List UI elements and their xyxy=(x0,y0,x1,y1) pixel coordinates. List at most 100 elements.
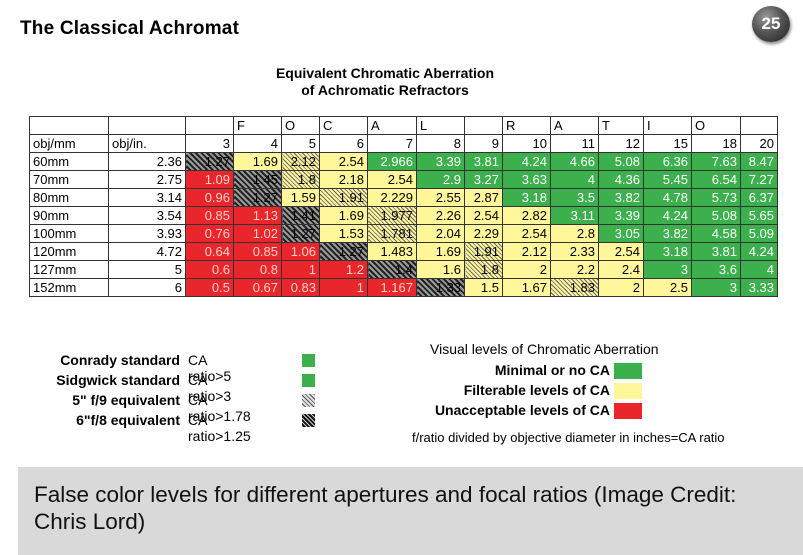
ca-ratio-cell: 3.05 xyxy=(598,224,644,243)
ca-ratio-cell: 1.781 xyxy=(367,224,417,243)
ca-ratio-cell: 2.8 xyxy=(550,224,599,243)
ca-ratio-cell: 2.4 xyxy=(598,260,644,279)
ca-ratio-cell: 2 xyxy=(598,278,644,297)
objective-mm: 152mm xyxy=(29,278,109,297)
table-row: 152mm 6 0.5 0.67 0.83 1 1.167 1.33 1.5 1.67 1.83 2 2… xyxy=(29,278,778,297)
ca-ratio-cell: 1.977 xyxy=(367,206,417,225)
ratio-letter-cell: L xyxy=(416,116,465,135)
ca-ratio-cell: 5.45 xyxy=(643,170,692,189)
column-header: 5 xyxy=(281,134,320,153)
ratio-letter-cell: A xyxy=(367,116,417,135)
table-row: 100mm 3.93 0.76 1.02 1.27 1.53 1.781 2.04 2.29 2.… xyxy=(29,224,778,243)
ca-ratio-cell: 3.18 xyxy=(502,188,551,207)
ca-ratio-cell: 2.87 xyxy=(464,188,503,207)
ca-ratio-cell: 1.483 xyxy=(367,242,417,261)
ca-ratio-cell: 6.37 xyxy=(740,188,778,207)
ca-ratio-cell: 1.69 xyxy=(319,206,368,225)
ca-ratio-cell: 2.966 xyxy=(367,152,417,171)
ca-ratio-cell: 1.09 xyxy=(185,170,234,189)
objective-in: 5 xyxy=(108,260,186,279)
ca-ratio-cell: 1.8 xyxy=(281,170,320,189)
level-swatch xyxy=(614,383,642,399)
chapter-title: The Classical Achromat xyxy=(20,18,240,39)
ca-ratio-cell: 3.6 xyxy=(691,260,741,279)
ca-ratio-cell: 3.33 xyxy=(740,278,778,297)
objective-mm: 100mm xyxy=(29,224,109,243)
standard-ratio: CA ratio>1.25 xyxy=(188,412,251,444)
ca-ratio-cell: 4 xyxy=(550,170,599,189)
ratio-letter-cell: I xyxy=(643,116,692,135)
ca-ratio-cell: 2.54 xyxy=(319,152,368,171)
ca-ratio-cell: 1.02 xyxy=(233,224,282,243)
ca-ratio-cell: 1 xyxy=(319,278,368,297)
objective-in: 3.93 xyxy=(108,224,186,243)
objective-mm: 90mm xyxy=(29,206,109,225)
column-header: 11 xyxy=(550,134,599,153)
ca-ratio-cell: 2.18 xyxy=(319,170,368,189)
table-row: 60mm 2.36 1.27 1.69 2.12 2.54 2.966 3.39 3.81 4.2… xyxy=(29,152,778,171)
ca-ratio-cell: 1.83 xyxy=(550,278,599,297)
ca-ratio-cell: 1.67 xyxy=(502,278,551,297)
table-row: 70mm 2.75 1.09 1.45 1.8 2.18 2.54 2.9 3.27 3.63 4 4… xyxy=(29,170,778,189)
figure-title: Equivalent Chromatic Aberration of Achro… xyxy=(180,65,590,99)
ca-ratio-cell: 2.26 xyxy=(416,206,465,225)
caption-box: False color levels for different apertur… xyxy=(18,467,803,555)
ca-ratio-cell: 2 xyxy=(502,260,551,279)
ca-ratio-cell: 4 xyxy=(740,260,778,279)
ca-ratio-cell: 1.4 xyxy=(367,260,417,279)
ca-ratio-cell: 4.24 xyxy=(643,206,692,225)
ca-ratio-cell: 1.8 xyxy=(464,260,503,279)
ca-ratio-cell: 0.76 xyxy=(185,224,234,243)
ca-ratio-cell: 1.59 xyxy=(281,188,320,207)
column-header: 8 xyxy=(416,134,465,153)
ca-ratio-cell: 0.6 xyxy=(185,260,234,279)
ca-ratio-cell: 4.58 xyxy=(691,224,741,243)
column-header: 10 xyxy=(502,134,551,153)
objective-mm: 120mm xyxy=(29,242,109,261)
ca-ratio-cell: 0.5 xyxy=(185,278,234,297)
ratio-letter-cell: C xyxy=(319,116,368,135)
ratio-letter-cell: O xyxy=(281,116,320,135)
ca-ratio-cell: 5.09 xyxy=(740,224,778,243)
ca-ratio-cell: 4.66 xyxy=(550,152,599,171)
ca-ratio-cell: 0.83 xyxy=(281,278,320,297)
ratio-letter-cell xyxy=(740,116,778,135)
ca-ratio-cell: 1.2 xyxy=(319,260,368,279)
level-label: Minimal or no CA xyxy=(494,362,610,378)
ca-ratio-cell: 3.18 xyxy=(643,242,692,261)
objective-in: 2.75 xyxy=(108,170,186,189)
ca-ratio-cell: 1.91 xyxy=(464,242,503,261)
ca-ratio-cell: 2.29 xyxy=(464,224,503,243)
table-row: 90mm 3.54 0.85 1.13 1.41 1.69 1.977 2.26 2.54 2.8… xyxy=(29,206,778,225)
objective-in: 3.14 xyxy=(108,188,186,207)
ca-ratio-cell: 2.33 xyxy=(550,242,599,261)
ca-ratio-cell: 2.12 xyxy=(502,242,551,261)
ca-ratio-cell: 1.27 xyxy=(185,152,234,171)
level-label: Unacceptable levels of CA xyxy=(434,402,610,418)
ca-ratio-cell: 6.36 xyxy=(643,152,692,171)
ca-ratio-cell: 2.54 xyxy=(464,206,503,225)
ca-ratio-cell: 2.54 xyxy=(598,242,644,261)
level-swatch xyxy=(614,403,642,419)
ca-ratio-cell: 2.04 xyxy=(416,224,465,243)
ca-ratio-cell: 8.47 xyxy=(740,152,778,171)
ratio-letter-cell: O xyxy=(691,116,741,135)
ca-ratio-cell: 7.63 xyxy=(691,152,741,171)
table-row: 80mm 3.14 0.96 1.27 1.59 1.91 2.229 2.55 2.87 3.1… xyxy=(29,188,778,207)
ca-ratio-cell: 1.06 xyxy=(281,242,320,261)
ca-ratio-cell: 4.24 xyxy=(740,242,778,261)
column-header-row: obj/mm obj/in. 3 4 5 6 7 8 9 10 11 12 15 18 20 xyxy=(29,134,778,153)
ratio-letter-cell: F xyxy=(233,116,282,135)
ca-ratio-cell: 3 xyxy=(643,260,692,279)
column-header: 12 xyxy=(598,134,644,153)
ca-ratio-cell: 3.5 xyxy=(550,188,599,207)
ca-ratio-cell: 0.85 xyxy=(185,206,234,225)
objective-in: 3.54 xyxy=(108,206,186,225)
objective-mm: 70mm xyxy=(29,170,109,189)
standard-ratio: CA ratio>5 xyxy=(188,352,232,384)
column-header: obj/mm xyxy=(29,134,109,153)
ca-ratio-cell: 3.82 xyxy=(643,224,692,243)
column-header: 4 xyxy=(233,134,282,153)
ca-ratio-cell: 0.67 xyxy=(233,278,282,297)
ca-ratio-cell: 1.5 xyxy=(464,278,503,297)
